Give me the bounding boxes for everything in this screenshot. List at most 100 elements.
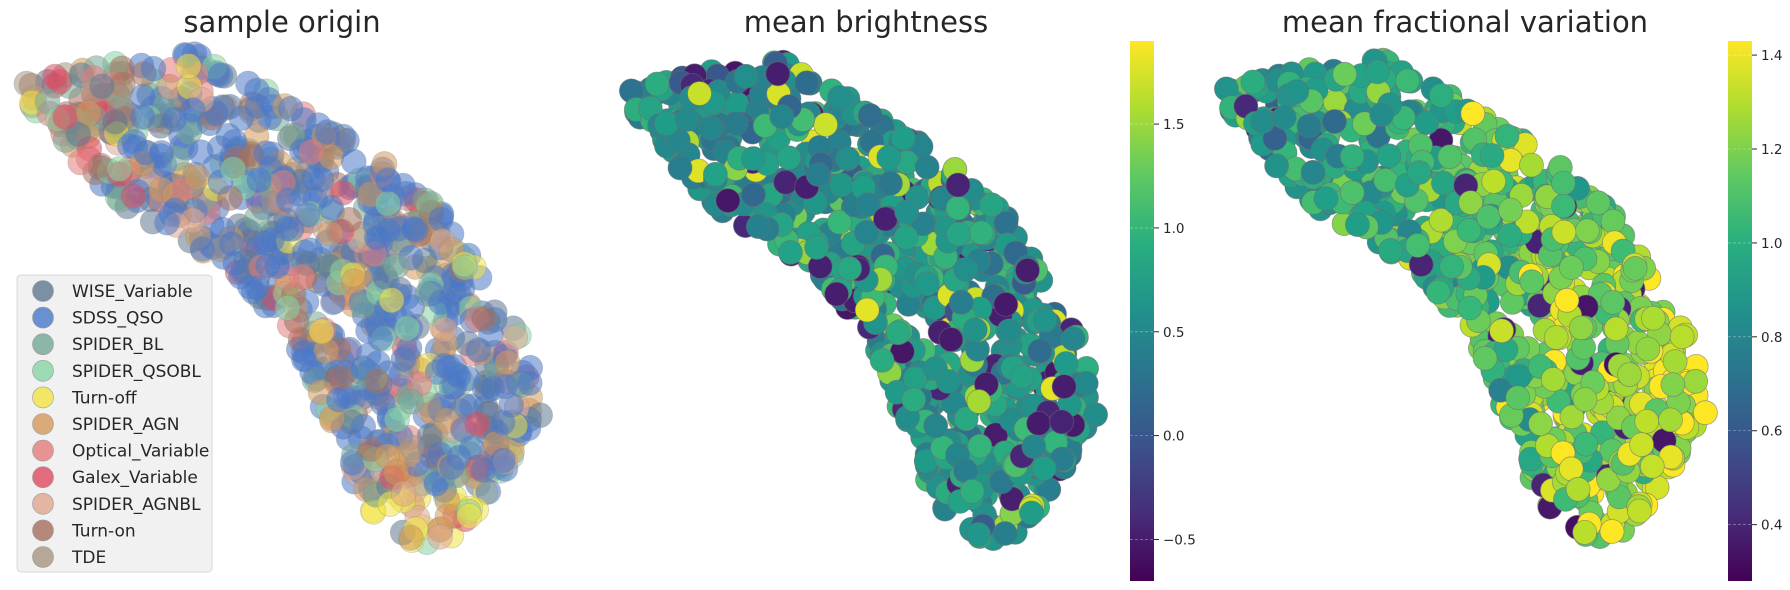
scatter-point xyxy=(1262,125,1288,151)
legend-box xyxy=(16,274,213,573)
scatter-point xyxy=(374,190,401,217)
scatter-point xyxy=(769,104,795,129)
scatter-point xyxy=(363,368,390,395)
scatter-point xyxy=(489,409,516,436)
scatter-point xyxy=(1551,193,1576,219)
legend-marker xyxy=(32,519,54,542)
scatter-point xyxy=(953,257,978,282)
legend-marker xyxy=(32,466,54,489)
scatter-point xyxy=(325,386,352,413)
colorbar-tick-label: −0.5 xyxy=(1163,532,1196,548)
scatter-point xyxy=(945,172,971,198)
legend-label: Turn-off xyxy=(71,388,138,408)
scatter-point xyxy=(1428,207,1454,233)
scatter-point xyxy=(148,139,175,166)
scatter-point xyxy=(959,478,985,504)
scatter-point xyxy=(687,81,712,106)
scatter-point xyxy=(427,289,454,316)
scatter-point xyxy=(765,61,791,87)
scatter-point xyxy=(243,77,270,104)
scatter-point xyxy=(317,220,344,247)
scatter-point xyxy=(1378,237,1403,263)
scatter-point xyxy=(948,289,974,315)
scatter-point xyxy=(1027,338,1053,364)
legend-marker xyxy=(32,386,54,409)
legend-marker xyxy=(32,306,54,329)
scatter-point xyxy=(308,318,335,345)
legend-label: SPIDER_AGNBL xyxy=(72,495,201,515)
scatter-point xyxy=(75,100,102,126)
scatter-point xyxy=(1543,325,1569,350)
scatter-point xyxy=(298,138,325,165)
scatter-point xyxy=(1300,159,1326,185)
scatter-point xyxy=(966,522,991,547)
scatter-point xyxy=(228,105,255,131)
scatter-point xyxy=(654,111,679,136)
scatter-point xyxy=(1479,143,1505,168)
scatter-point xyxy=(1373,167,1398,193)
scatter-point xyxy=(175,53,202,79)
scatter-point xyxy=(445,363,472,390)
scatter-point xyxy=(397,524,424,551)
scatter-point xyxy=(187,139,214,166)
scatter-point xyxy=(890,125,916,151)
scatter-point xyxy=(1640,305,1666,331)
scatter-point xyxy=(1031,455,1057,481)
scatter-point xyxy=(431,316,458,343)
scatter-point xyxy=(1575,218,1600,244)
scatter-point xyxy=(42,63,68,90)
colorbar-mean-fractional-variation: 0.4 0.6 0.8 1.0 1.2 1.4 xyxy=(1728,41,1782,581)
scatter-point xyxy=(1634,408,1660,434)
panel-title: mean brightness xyxy=(744,5,988,39)
scatter-point xyxy=(220,156,247,183)
scatter-point xyxy=(1083,402,1108,428)
colorbar-tick-label: 0.6 xyxy=(1761,424,1782,440)
scatter-point xyxy=(962,317,988,343)
scatter-point xyxy=(1683,368,1709,394)
scatter-point xyxy=(218,230,245,257)
scatter-point xyxy=(189,236,216,262)
scatter-point xyxy=(399,434,425,461)
scatter-point xyxy=(813,112,838,137)
scatter-point xyxy=(1639,453,1665,479)
scatter-point xyxy=(794,70,820,96)
scatter-point xyxy=(1568,315,1594,341)
scatter-point xyxy=(1345,212,1370,238)
scatter-point xyxy=(240,278,267,305)
scatter-point xyxy=(1264,153,1289,179)
scatter-point xyxy=(471,305,498,332)
scatter-point xyxy=(938,327,964,352)
scatter-point xyxy=(1540,366,1566,392)
colorbar-mean-brightness: −0.5 0.0 0.5 1.0 1.5 xyxy=(1130,41,1196,581)
scatter-point xyxy=(1489,318,1514,344)
scatter-point xyxy=(854,219,879,245)
scatter-point xyxy=(968,220,994,246)
scatter-point xyxy=(1428,83,1454,108)
scatter-point xyxy=(1019,500,1044,526)
scatter-point xyxy=(1572,387,1598,412)
panel-mean-fractional-variation: mean fractional variation 0.4 0.6 0.8 1.0 1.… xyxy=(1214,5,1782,581)
legend-items: WISE_Variable SDSS_QSO SPIDER_BL SPIDER_QSO… xyxy=(32,280,209,568)
scatter-point xyxy=(745,214,771,240)
scatter-point xyxy=(715,188,741,214)
legend-label: Galex_Variable xyxy=(72,468,198,488)
scatter-point xyxy=(1339,180,1365,206)
scatter-point xyxy=(120,183,147,209)
legend-marker xyxy=(32,546,54,568)
scatter-point xyxy=(294,201,321,228)
legend-label: SDSS_QSO xyxy=(72,309,164,329)
scatter-point xyxy=(894,199,920,225)
scatter-point xyxy=(1635,336,1661,362)
legend: WISE_Variable SDSS_QSO SPIDER_BL SPIDER_QSO… xyxy=(16,274,213,573)
scatter-point xyxy=(383,406,410,433)
scatter-point xyxy=(1339,144,1365,169)
colorbar-tick-label: 1.4 xyxy=(1761,48,1782,64)
scatter-point xyxy=(854,297,880,323)
scatter-point xyxy=(300,165,327,192)
scatter-point xyxy=(1505,385,1531,411)
scatter-point xyxy=(314,119,341,145)
scatter-point xyxy=(1460,101,1486,126)
scatter-point xyxy=(1414,110,1440,135)
scatter-points-mean-fractional-variation xyxy=(1214,47,1718,549)
scatter-point xyxy=(398,388,424,415)
